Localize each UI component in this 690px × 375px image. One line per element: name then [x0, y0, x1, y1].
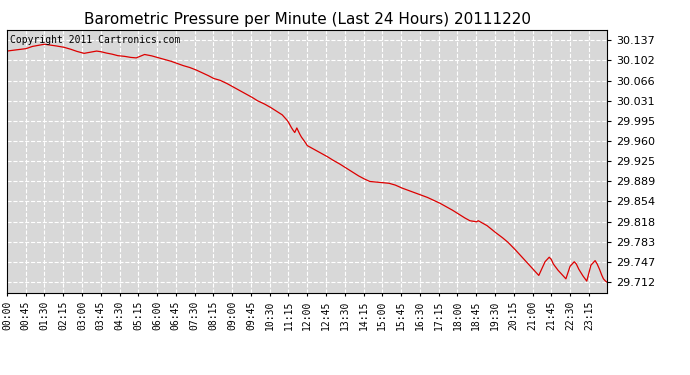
Text: Copyright 2011 Cartronics.com: Copyright 2011 Cartronics.com — [10, 35, 180, 45]
Title: Barometric Pressure per Minute (Last 24 Hours) 20111220: Barometric Pressure per Minute (Last 24 … — [83, 12, 531, 27]
